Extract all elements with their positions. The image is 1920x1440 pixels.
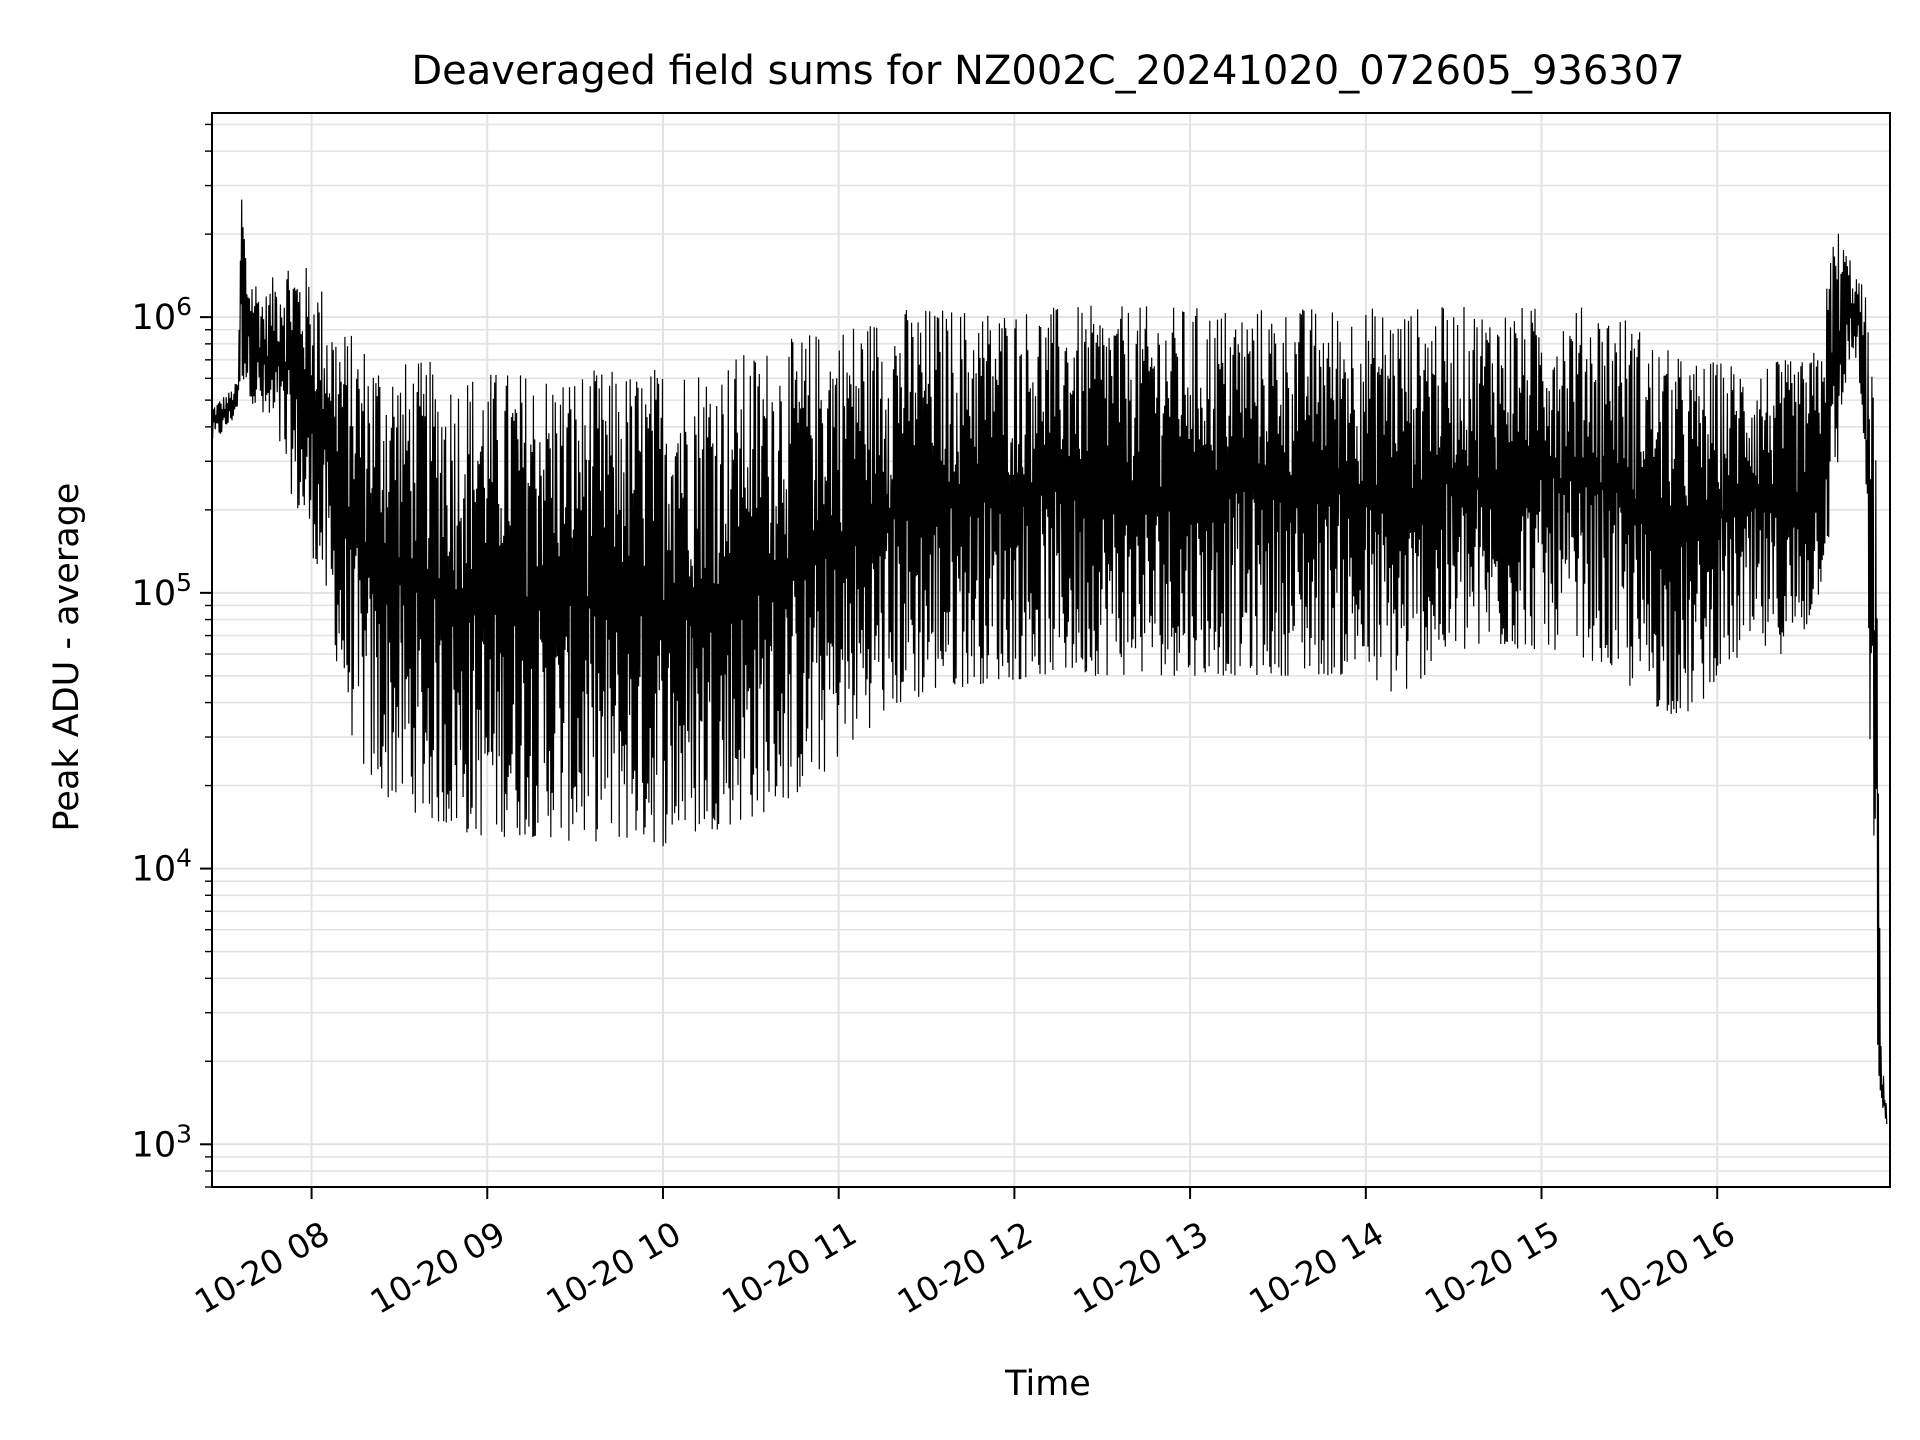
y-tick-base: 10 bbox=[132, 574, 177, 614]
chart-title: Deaveraged field sums for NZ002C_2024102… bbox=[411, 48, 1684, 94]
y-tick-label: 103 bbox=[132, 1119, 192, 1165]
y-tick-label: 104 bbox=[132, 844, 192, 890]
y-tick-exponent: 6 bbox=[176, 292, 192, 321]
y-tick-base: 10 bbox=[132, 1125, 177, 1165]
y-tick-label: 105 bbox=[132, 568, 192, 614]
data-trace bbox=[211, 199, 1888, 1125]
y-tick-exponent: 4 bbox=[176, 844, 192, 873]
y-tick-exponent: 5 bbox=[176, 568, 192, 597]
y-tick-exponent: 3 bbox=[176, 1119, 192, 1148]
y-tick-base: 10 bbox=[132, 298, 177, 338]
x-axis-label: Time bbox=[1004, 1364, 1091, 1404]
y-tick-label: 106 bbox=[132, 292, 192, 338]
plot-frame bbox=[211, 112, 1891, 1188]
y-axis-label: Peak ADU - average bbox=[47, 483, 87, 832]
y-tick-base: 10 bbox=[132, 850, 177, 890]
series-line bbox=[211, 199, 1888, 1125]
